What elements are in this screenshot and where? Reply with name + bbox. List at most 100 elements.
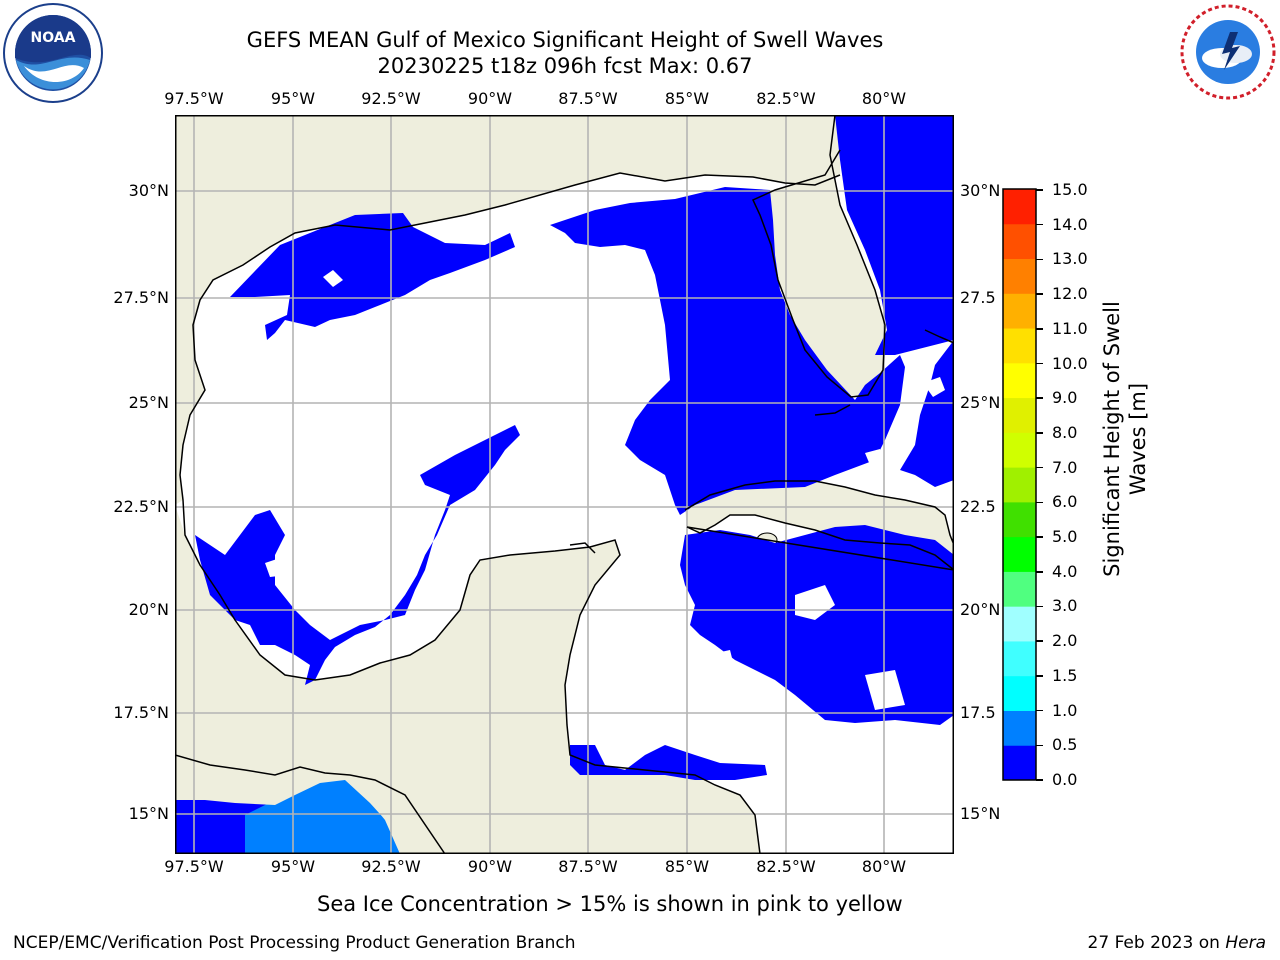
gulf-of-mexico-map <box>175 115 954 854</box>
colorbar-tick-mark <box>1036 640 1043 642</box>
pacific-coast <box>175 755 445 854</box>
colorbar-swatch <box>1003 293 1036 329</box>
footer-date: 27 Feb 2023 on Hera <box>1088 933 1266 953</box>
colorbar-tick-mark <box>1036 571 1043 573</box>
colorbar-swatch <box>1003 536 1036 572</box>
noaa-logo: NOAA <box>3 3 103 103</box>
colorbar-tick-label: 0.5 <box>1052 735 1078 755</box>
title-line-2: 20230225 t18z 096h fcst Max: 0.67 <box>377 54 753 78</box>
colorbar-swatch <box>1003 432 1036 468</box>
colorbar-tick-label: 4.0 <box>1052 561 1078 581</box>
colorbar-swatch <box>1003 258 1036 294</box>
nws-logo <box>1180 4 1276 100</box>
lon-tick-bottom: 90°W <box>467 857 513 876</box>
cuba-land <box>685 481 954 570</box>
colorbar-swatch <box>1003 501 1036 538</box>
lat-tick-left: 25°N <box>128 393 169 412</box>
colorbar-tick-mark <box>1036 466 1043 469</box>
colorbar-tick-label: 5.0 <box>1052 527 1078 547</box>
lon-tick-bottom: 95°W <box>270 857 316 876</box>
colorbar-swatch <box>1003 223 1036 260</box>
colorbar-tick-mark <box>1036 293 1043 295</box>
colorbar-tick-label: 3.0 <box>1052 596 1078 616</box>
colorbar-label-line-1: Significant Height of Swell <box>1100 301 1124 577</box>
us-land <box>175 115 840 505</box>
lon-tick-bottom: 97.5°W <box>164 857 224 876</box>
colorbar-tick-mark <box>1036 258 1043 261</box>
sea-ice-note: Sea Ice Concentration > 15% is shown in … <box>317 892 903 916</box>
colorbar-tick-mark <box>1036 432 1043 434</box>
lat-tick-right: 25°N <box>960 393 1001 412</box>
lat-tick-left: 30°N <box>128 181 169 200</box>
colorbar-tick-mark <box>1036 189 1043 191</box>
svg-text:NOAA: NOAA <box>31 30 76 46</box>
footer-credit: NCEP/EMC/Verification Post Processing Pr… <box>13 933 576 953</box>
lat-tick-right: 22.5 <box>960 497 996 516</box>
lon-tick-top: 90°W <box>467 89 513 108</box>
lon-tick-bottom: 92.5°W <box>361 857 421 876</box>
lon-tick-bottom: 80°W <box>861 857 907 876</box>
colorbar-swatch <box>1003 328 1036 364</box>
colorbar-tick-label: 9.0 <box>1052 388 1078 408</box>
footer-machine: Hera <box>1225 933 1266 953</box>
graticule <box>175 115 954 854</box>
colorbar-swatch <box>1003 640 1036 677</box>
map-frame <box>175 115 954 854</box>
colorbar-swatches <box>1003 189 1036 781</box>
colorbar-tick-label: 14.0 <box>1052 214 1088 234</box>
colorbar-tick-mark <box>1036 536 1043 538</box>
lon-tick-bottom: 87.5°W <box>558 857 618 876</box>
colorbar-frame <box>1002 188 1037 781</box>
colorbar-tick-mark <box>1036 779 1043 781</box>
colorbar-tick-mark <box>1036 605 1043 608</box>
swell-holes <box>265 270 945 710</box>
lon-tick-top: 95°W <box>270 89 316 108</box>
colorbar-tick-mark <box>1036 709 1043 712</box>
lon-tick-top: 97.5°W <box>164 89 224 108</box>
colorbar-tick-label: 11.0 <box>1052 318 1088 338</box>
lat-tick-left: 22.5°N <box>113 497 169 516</box>
colorbar-tick-mark <box>1036 362 1043 365</box>
lat-tick-left: 15°N <box>128 804 169 823</box>
lat-tick-right: 15°N <box>960 804 1001 823</box>
lon-tick-top: 80°W <box>861 89 907 108</box>
colorbar <box>1002 188 1037 781</box>
coastlines <box>175 115 954 854</box>
colorbar-tick-label: 8.0 <box>1052 422 1078 442</box>
lon-tick-top: 87.5°W <box>558 89 618 108</box>
lon-tick-top: 85°W <box>664 89 710 108</box>
colorbar-tick-mark <box>1036 501 1043 504</box>
colorbar-swatch <box>1003 397 1036 433</box>
mexico-land <box>175 505 760 854</box>
colorbar-tick-label: 1.5 <box>1052 665 1078 685</box>
lat-tick-right: 20°N <box>960 600 1001 619</box>
lon-tick-bottom: 85°W <box>664 857 710 876</box>
colorbar-swatch <box>1003 606 1036 642</box>
colorbar-label: Significant Height of Swell Waves [m] <box>1099 299 1151 579</box>
colorbar-tick-mark <box>1036 328 1043 330</box>
colorbar-tick-mark <box>1036 675 1043 677</box>
lon-tick-top: 92.5°W <box>361 89 421 108</box>
colorbar-tick-label: 0.0 <box>1052 770 1078 789</box>
colorbar-tick-label: 6.0 <box>1052 492 1078 512</box>
colorbar-tick-label: 12.0 <box>1052 284 1088 304</box>
colorbar-swatch <box>1003 362 1036 399</box>
colorbar-tick-label: 1.0 <box>1052 700 1078 720</box>
colorbar-tick-label: 10.0 <box>1052 353 1088 373</box>
lon-tick-bottom: 82.5°W <box>756 857 816 876</box>
colorbar-tick-label: 7.0 <box>1052 457 1078 477</box>
lat-tick-left: 20°N <box>128 600 169 619</box>
lon-tick-top: 82.5°W <box>756 89 816 108</box>
title-line-1: GEFS MEAN Gulf of Mexico Significant Hei… <box>246 28 884 52</box>
florida-land <box>753 115 885 397</box>
lat-tick-right: 30°N <box>960 181 1001 200</box>
colorbar-swatch <box>1003 467 1036 503</box>
colorbar-tick-label: 13.0 <box>1052 249 1088 269</box>
colorbar-swatch <box>1003 189 1036 225</box>
lat-tick-left: 17.5°N <box>113 703 169 722</box>
colorbar-tick-label: 15.0 <box>1052 180 1088 199</box>
lat-tick-right: 17.5 <box>960 703 996 722</box>
colorbar-tick-mark <box>1036 744 1043 747</box>
colorbar-label-line-2: Waves [m] <box>1126 382 1150 496</box>
colorbar-swatch <box>1003 710 1036 746</box>
